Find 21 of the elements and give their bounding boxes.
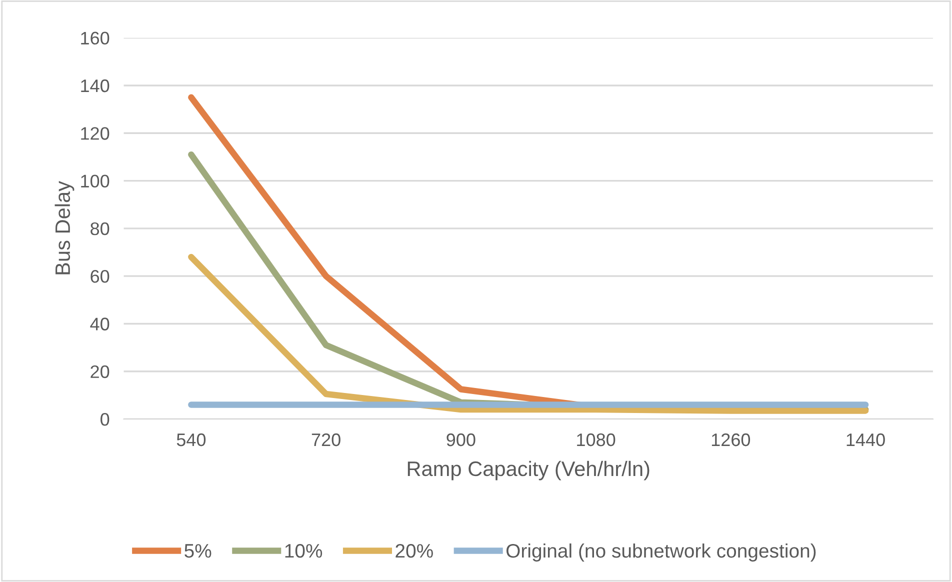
y-tick-label: 20 [90, 365, 110, 378]
y-tick-label: 140 [81, 79, 110, 92]
y-tick-label: 60 [90, 270, 110, 283]
x-tick-label: 720 [312, 433, 340, 446]
x-tick-label: 540 [176, 433, 206, 446]
legend-label: 20% [396, 544, 433, 558]
legend-label: 5% [184, 544, 212, 558]
x-tick-label: 1440 [846, 433, 885, 446]
x-axis-title: Ramp Capacity (Veh/hr/ln) [408, 460, 650, 480]
y-tick-label: 40 [90, 318, 110, 330]
y-axis-title: Bus Delay [54, 181, 74, 274]
x-tick-label: 1260 [712, 433, 750, 446]
y-tick-label: 160 [81, 32, 110, 45]
y-tick-label: 80 [90, 222, 110, 236]
legend-label: 10% [285, 544, 322, 558]
legend-label: Original (no subnetwork congestion) [506, 543, 816, 562]
x-tick-label: 900 [446, 433, 476, 446]
y-tick-label: 0 [100, 412, 110, 426]
y-tick-label: 120 [81, 127, 110, 140]
y-tick-label: 100 [81, 174, 110, 188]
x-tick-label: 1080 [577, 433, 616, 446]
